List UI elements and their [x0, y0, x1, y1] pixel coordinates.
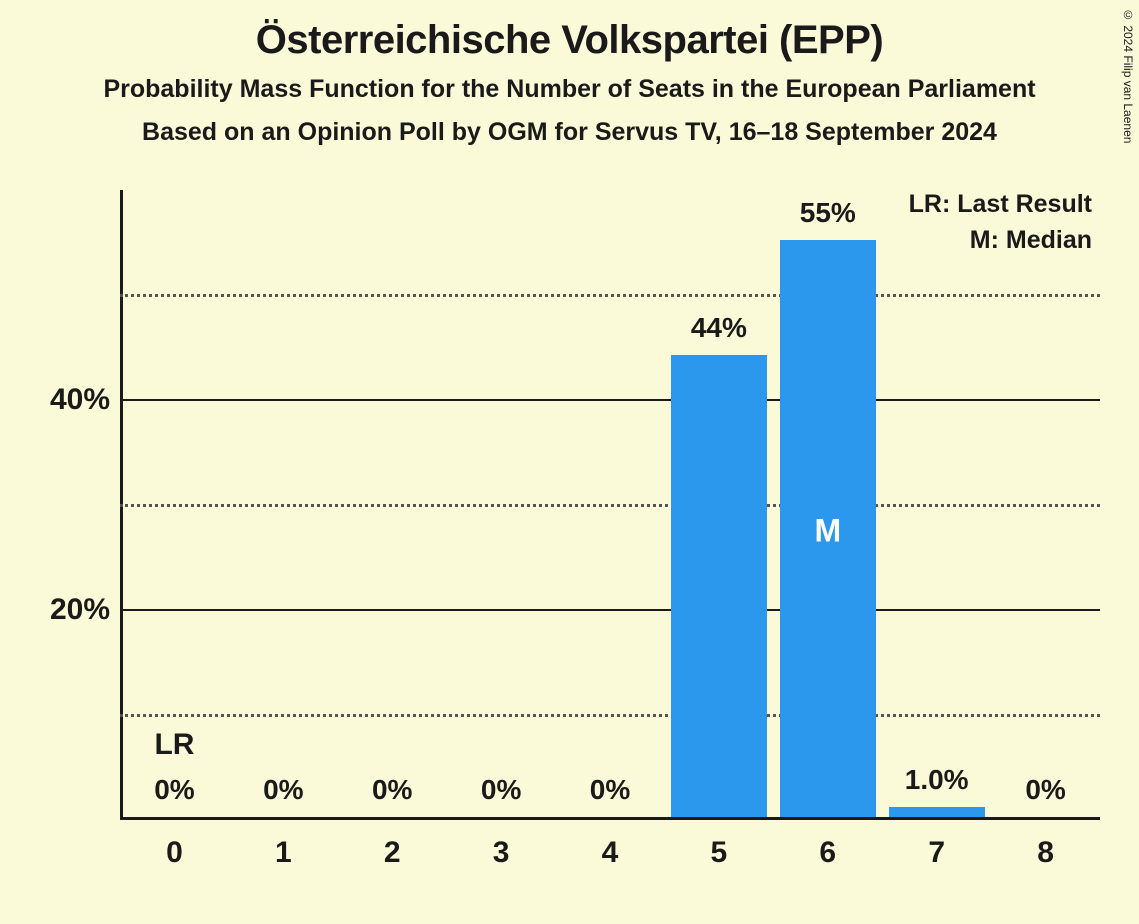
x-tick-label: 8: [1037, 836, 1054, 870]
x-tick-label: 0: [166, 836, 183, 870]
bar-value-label: 44%: [691, 312, 747, 344]
x-tick-label: 3: [493, 836, 510, 870]
chart-title: Österreichische Volkspartei (EPP): [0, 0, 1139, 63]
x-tick-label: 2: [384, 836, 401, 870]
last-result-annotation: LR: [154, 728, 194, 762]
legend-median: M: Median: [970, 226, 1092, 255]
x-tick-label: 7: [928, 836, 945, 870]
x-tick-label: 4: [602, 836, 619, 870]
chart-subtitle-1: Probability Mass Function for the Number…: [0, 75, 1139, 104]
bar: [889, 807, 985, 818]
x-tick-label: 5: [711, 836, 728, 870]
x-tick-label: 1: [275, 836, 292, 870]
gridline-minor: [120, 714, 1100, 717]
bar-value-label: 0%: [263, 774, 303, 806]
plot-area: 20%40%0%00%10%20%30%444%555%61.0%70%8LRM…: [120, 190, 1100, 820]
y-tick-label: 20%: [30, 593, 110, 627]
chart-subtitle-2: Based on an Opinion Poll by OGM for Serv…: [0, 118, 1139, 147]
bar-value-label: 0%: [1025, 774, 1065, 806]
bar-value-label: 55%: [800, 197, 856, 229]
median-annotation: M: [814, 513, 841, 550]
bar: [671, 355, 767, 817]
legend-last-result: LR: Last Result: [909, 190, 1092, 219]
x-tick-label: 6: [819, 836, 836, 870]
x-axis: [120, 817, 1100, 820]
bar-value-label: 0%: [154, 774, 194, 806]
bar-value-label: 0%: [372, 774, 412, 806]
chart-container: 20%40%0%00%10%20%30%444%555%61.0%70%8LRM…: [60, 190, 1110, 870]
gridline-major: [120, 399, 1100, 401]
bar-value-label: 0%: [590, 774, 630, 806]
bar-value-label: 1.0%: [905, 764, 969, 796]
gridline-major: [120, 609, 1100, 611]
copyright-text: © 2024 Filip van Laenen: [1121, 8, 1135, 143]
bar-value-label: 0%: [481, 774, 521, 806]
gridline-minor: [120, 294, 1100, 297]
gridline-minor: [120, 504, 1100, 507]
y-tick-label: 40%: [30, 383, 110, 417]
